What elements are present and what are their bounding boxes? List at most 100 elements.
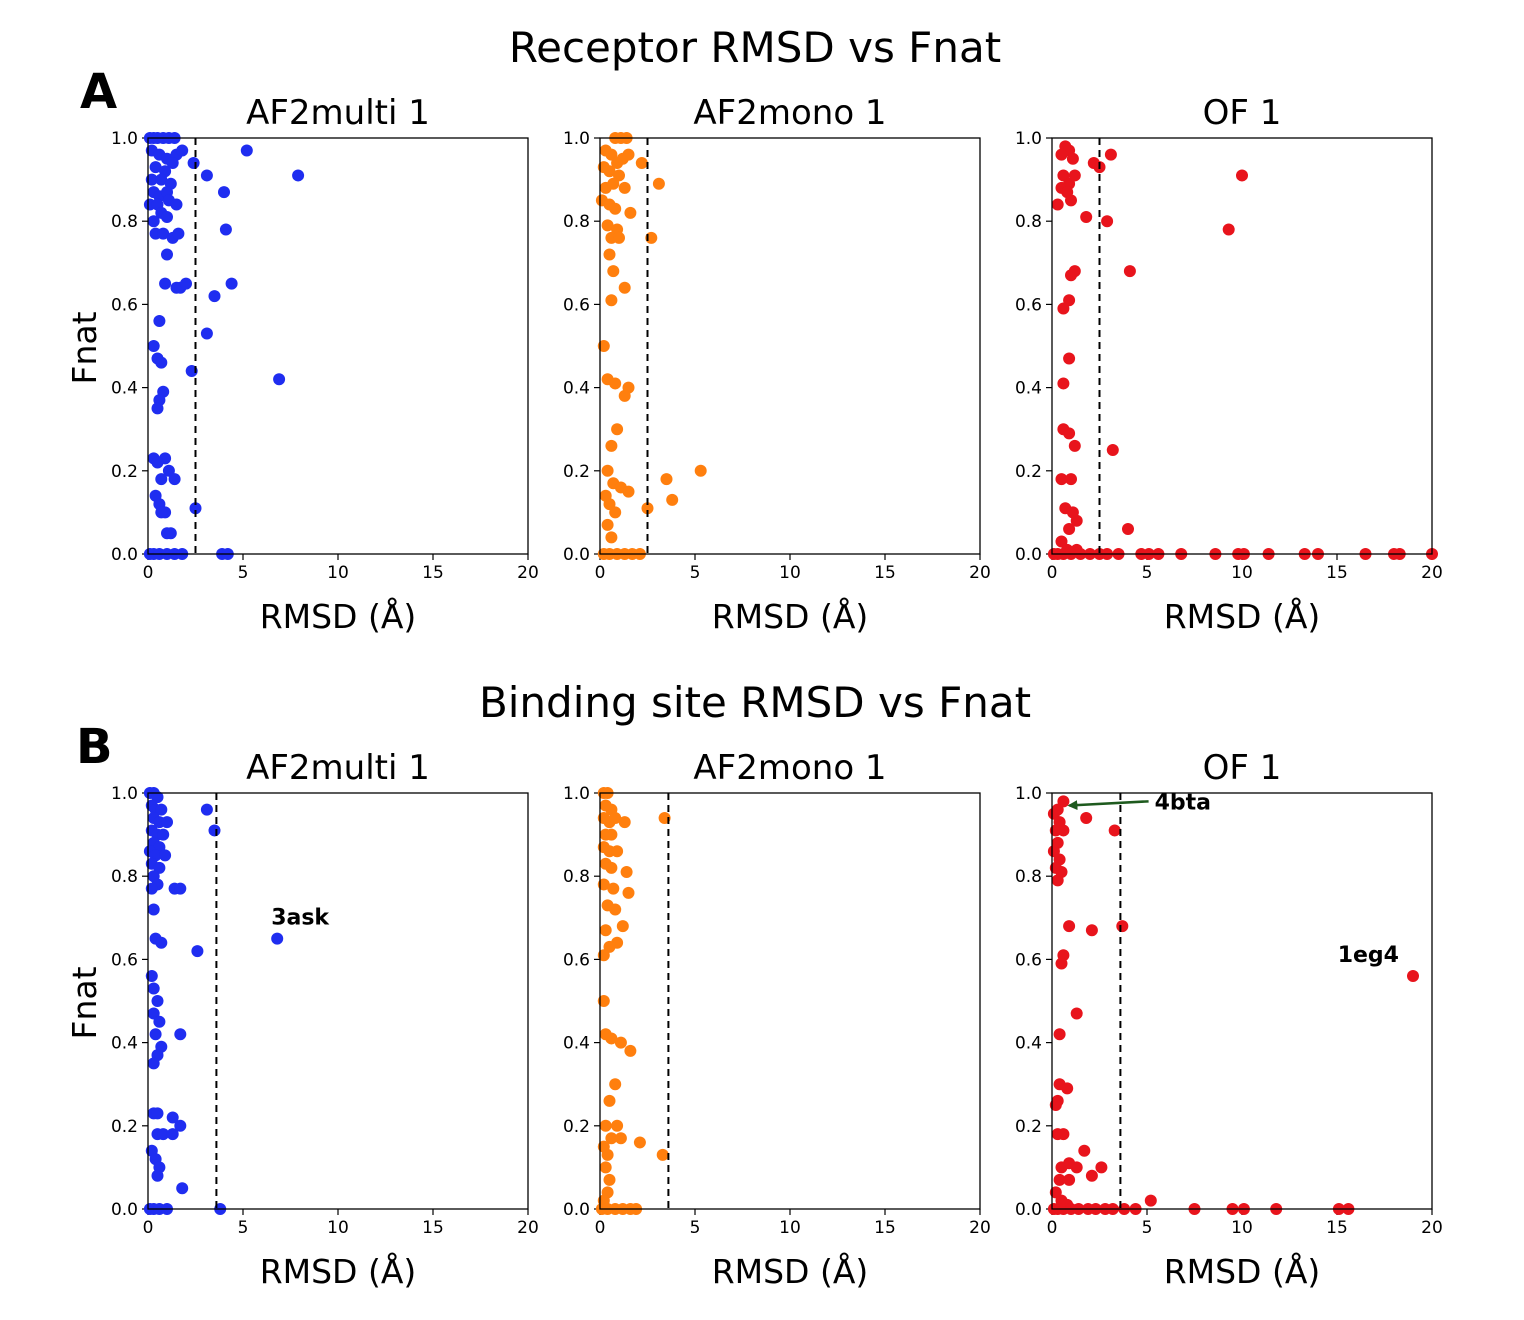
chart-1-point xyxy=(164,527,177,540)
chart-2-point xyxy=(611,423,624,436)
chart-1-point xyxy=(240,144,253,157)
chart-2-point xyxy=(607,265,620,278)
chart-1-point xyxy=(218,186,230,199)
chart-5-ytick-label: 0.8 xyxy=(563,867,590,887)
chart-6-point xyxy=(1080,811,1093,824)
chart-1-point xyxy=(161,248,173,261)
chart-4: AF2multi 1 0 5 10 15 20 0.0 0.2 0.4 0.6 0.8 1.0 RMSD… xyxy=(111,748,539,1291)
chart-5-point xyxy=(605,1032,618,1045)
chart-4-xtick-label: 10 xyxy=(327,1218,349,1238)
chart-5-point xyxy=(603,1094,616,1107)
panel-a-title: Receptor RMSD vs Fnat xyxy=(509,23,1001,72)
chart-2-point xyxy=(618,281,631,294)
chart-6-annotation-arrow xyxy=(1067,800,1149,811)
chart-4-point xyxy=(149,1028,162,1041)
chart-4-ytick-label: 1.0 xyxy=(111,784,138,804)
chart-5-xlabel: RMSD (Å) xyxy=(712,1251,869,1291)
chart-4-point xyxy=(147,1057,160,1070)
chart-3-ytick-label: 0.2 xyxy=(1015,462,1042,482)
chart-6-frame xyxy=(1051,792,1433,1210)
chart-6-ytick-label: 0.8 xyxy=(1015,867,1042,887)
chart-6-xlabel: RMSD (Å) xyxy=(1164,1251,1321,1291)
chart-2-point xyxy=(652,177,665,190)
chart-6-xtick-label: 20 xyxy=(1421,1218,1443,1238)
chart-4-xtick-label: 15 xyxy=(422,1218,444,1238)
chart-6-ytick-label: 0.0 xyxy=(1015,1200,1042,1220)
chart-4-point xyxy=(200,803,213,816)
chart-4-point xyxy=(145,970,158,983)
chart-5-point xyxy=(605,861,618,874)
chart-3-point xyxy=(1055,473,1068,486)
chart-4-annotation: 3ask xyxy=(271,906,330,931)
chart-5-point xyxy=(616,920,629,933)
chart-4-xtick-label: 5 xyxy=(238,1218,249,1238)
chart-6-point xyxy=(1085,924,1098,937)
chart-1-ytick-label: 0.0 xyxy=(111,545,138,565)
chart-6-point xyxy=(1070,1161,1083,1174)
chart-1-ytick-label: 0.6 xyxy=(111,295,138,315)
chart-2-ytick-label: 0.6 xyxy=(563,295,590,315)
panel-a-ylabel: Fnat xyxy=(65,311,104,384)
chart-1-ytick-label: 0.2 xyxy=(111,462,138,482)
chart-2-ytick-label: 0.4 xyxy=(563,379,590,399)
chart-4-title: AF2multi 1 xyxy=(246,748,430,788)
chart-4-point xyxy=(155,803,168,816)
chart-1-xtick-label: 5 xyxy=(238,563,249,583)
chart-1-point xyxy=(159,277,172,290)
chart-4-point xyxy=(157,828,170,841)
chart-3-point xyxy=(1236,169,1248,182)
chart-5-ytick-label: 0.4 xyxy=(563,1034,590,1054)
chart-1-point xyxy=(180,277,192,290)
chart-3-point xyxy=(1063,427,1076,440)
chart-2-point xyxy=(613,231,625,244)
chart-5-point xyxy=(605,1132,618,1145)
chart-6-point xyxy=(1057,1128,1070,1141)
chart-1-point xyxy=(155,506,168,519)
chart-2-xtick-label: 5 xyxy=(690,563,701,583)
chart-4-point xyxy=(157,1128,170,1141)
chart-5-point xyxy=(605,828,618,841)
chart-5-point xyxy=(609,811,622,824)
chart-5-point xyxy=(607,882,620,895)
chart-4-point xyxy=(166,1128,179,1141)
chart-5-point xyxy=(611,1119,624,1132)
chart-4-ytick-label: 0.2 xyxy=(111,1117,138,1137)
chart-2-xtick-label: 0 xyxy=(595,563,606,583)
chart-5-point xyxy=(597,949,610,962)
chart-2-point xyxy=(635,156,648,169)
chart-3-point xyxy=(1101,215,1114,228)
chart-1-title: AF2multi 1 xyxy=(246,93,430,133)
chart-5-point xyxy=(599,1119,612,1132)
chart-5-point xyxy=(614,1132,627,1145)
chart-1-point xyxy=(187,156,200,169)
chart-4-ytick-label: 0.4 xyxy=(111,1034,138,1054)
chart-5-point xyxy=(620,866,633,879)
chart-1-point xyxy=(157,227,170,240)
chart-3-point xyxy=(1104,148,1117,161)
chart-4-point xyxy=(155,936,168,949)
chart-3-ytick-label: 0.0 xyxy=(1015,545,1042,565)
chart-1-ytick-label: 0.4 xyxy=(111,379,138,399)
chart-2-ytick-label: 0.8 xyxy=(563,212,590,232)
chart-1: AF2multi 1 0 5 10 15 20 0.0 0.2 0.4 0.6 0.8 1.0 RMSD… xyxy=(111,93,539,636)
chart-2-frame xyxy=(599,137,981,555)
chart-2-xlabel: RMSD (Å) xyxy=(712,596,869,636)
chart-6-point xyxy=(1085,1169,1098,1182)
chart-6-point xyxy=(1144,1194,1157,1207)
chart-1-point xyxy=(219,223,232,236)
chart-2-title: AF2mono 1 xyxy=(693,93,886,133)
chart-5-ytick-label: 0.2 xyxy=(563,1117,590,1137)
chart-3-point xyxy=(1222,223,1235,236)
chart-1-xlabel: RMSD (Å) xyxy=(260,596,417,636)
chart-3-point xyxy=(1055,148,1068,161)
chart-1-point xyxy=(147,340,160,352)
chart-6-xtick-label: 15 xyxy=(1326,1218,1348,1238)
chart-4-point xyxy=(174,882,187,895)
chart-1-point xyxy=(155,173,168,186)
chart-5-point xyxy=(609,903,622,916)
panel-b-ylabel: Fnat xyxy=(65,966,104,1039)
chart-1-point xyxy=(172,227,185,240)
chart-4-frame xyxy=(147,792,529,1210)
chart-3-xtick-label: 5 xyxy=(1142,563,1153,583)
panel-a-letter: A xyxy=(80,64,117,120)
